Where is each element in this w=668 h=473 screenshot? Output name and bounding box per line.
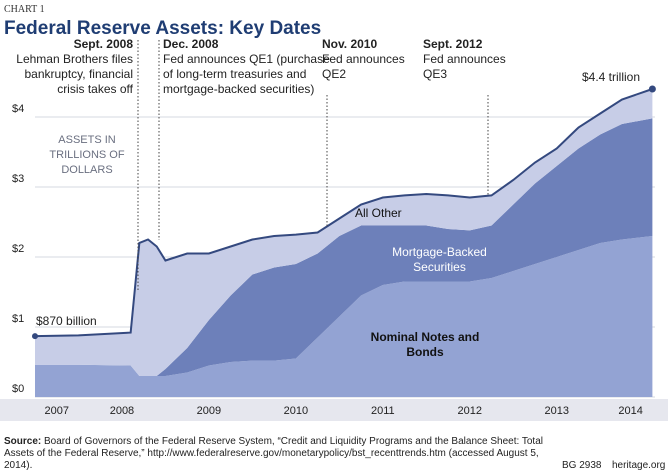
- x-tick-label: 2013: [544, 405, 568, 417]
- x-tick-label: 2010: [284, 405, 308, 417]
- annotation-text: mortgage-backed securities): [163, 82, 314, 96]
- y-tick-label: $0: [12, 383, 24, 395]
- end-label: $4.4 trillion: [582, 70, 640, 84]
- annotation-date: Sept. 2012: [423, 37, 483, 51]
- site: heritage.org: [612, 460, 666, 471]
- start-label: $870 billion: [36, 314, 97, 328]
- source-label: Source:: [4, 436, 42, 447]
- chart-title: Federal Reserve Assets: Key Dates: [4, 18, 322, 39]
- x-tick-label: 2014: [618, 405, 642, 417]
- source-text: Board of Governors of the Federal Reserv…: [4, 436, 543, 471]
- series-label: Nominal Notes and Bonds: [370, 330, 480, 359]
- x-tick-label: 2008: [110, 405, 134, 417]
- annotation-text: Lehman Brothers files: [16, 52, 133, 66]
- annotation-text: Fed announces QE1 (purchase: [163, 52, 330, 66]
- y-tick-label: $1: [12, 313, 24, 325]
- x-tick-label: 2007: [44, 405, 68, 417]
- source: Source: Board of Governors of the Federa…: [4, 436, 564, 472]
- area: [35, 89, 653, 376]
- series-label: Mortgage-Backed Securities: [392, 245, 487, 274]
- annotation-text: Fed announces: [423, 52, 506, 66]
- area: [35, 236, 653, 397]
- y-axis-label: ASSETS IN TRILLIONS OF DOLLARS: [49, 134, 125, 176]
- annotation-text: QE2: [322, 67, 346, 81]
- total-line: [34, 88, 653, 338]
- y-tick-label: $2: [12, 243, 24, 255]
- annotation-text: Fed announces: [322, 52, 405, 66]
- annotation-date: Sept. 2008: [74, 37, 134, 51]
- annotation-text: crisis takes off: [57, 82, 133, 96]
- annotation-date: Dec. 2008: [163, 37, 219, 51]
- y-tick-label: $3: [12, 173, 24, 185]
- annotation-text: of long-term treasuries and: [163, 67, 306, 81]
- x-tick-label: 2012: [458, 405, 482, 417]
- end-dot: [648, 85, 656, 93]
- x-tick-label: 2009: [197, 405, 221, 417]
- x-axis-band: [0, 399, 668, 421]
- annotation-text: QE3: [423, 67, 447, 81]
- annotation-text: bankruptcy, financial: [24, 67, 133, 81]
- report-code: BG 2938: [562, 460, 602, 471]
- start-dot: [32, 333, 38, 340]
- chart-number: CHART 1: [4, 4, 45, 15]
- area: [35, 118, 653, 377]
- y-tick-label: $4: [12, 103, 24, 115]
- series-label: All Other: [355, 206, 402, 220]
- annotation-date: Nov. 2010: [322, 37, 377, 51]
- x-tick-label: 2011: [371, 405, 395, 417]
